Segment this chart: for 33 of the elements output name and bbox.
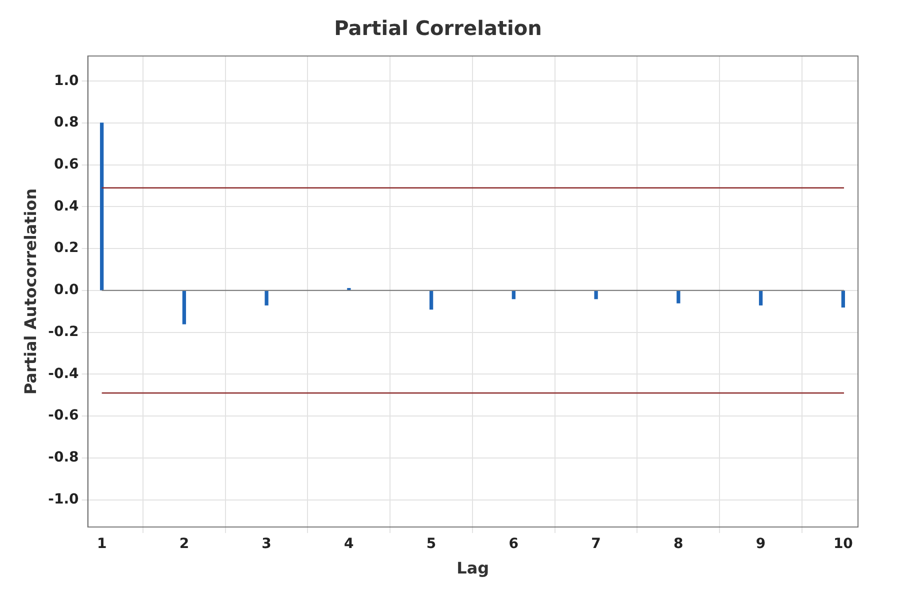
- bar: [512, 290, 516, 300]
- y-tick-label: 0.4: [54, 198, 80, 214]
- x-tick-label: 4: [344, 536, 354, 552]
- x-tick-label: 9: [756, 536, 766, 552]
- bar: [594, 290, 598, 300]
- x-tick-label: 1: [96, 536, 107, 552]
- y-axis-title: Partial Autocorrelation: [20, 188, 40, 395]
- bar: [182, 290, 186, 324]
- y-tick-label: -0.2: [48, 324, 79, 340]
- y-tick-label: -0.8: [48, 450, 79, 466]
- y-tick-label: 0.0: [54, 282, 80, 298]
- x-tick-label: 3: [262, 536, 272, 552]
- x-tick-label: 2: [179, 536, 190, 552]
- bar: [758, 290, 763, 306]
- x-tick-label: 7: [591, 536, 601, 552]
- y-tick-label: 0.6: [54, 156, 79, 172]
- x-axis-title: Lag: [456, 558, 490, 578]
- x-tick-label: 5: [426, 536, 436, 552]
- bar: [429, 290, 434, 310]
- y-tick-label: 0.8: [54, 114, 79, 131]
- y-tick-label: -0.4: [48, 366, 80, 382]
- bar: [676, 290, 680, 304]
- x-tick-label: 10: [833, 536, 854, 552]
- y-tick-label: -0.6: [48, 408, 79, 424]
- y-tick-label: -1.0: [48, 491, 80, 508]
- bar: [100, 122, 104, 290]
- bar: [841, 290, 846, 308]
- chart-title: Partial Correlation: [334, 16, 542, 40]
- y-tick-label: 1.0: [54, 72, 80, 89]
- x-tick-label: 8: [674, 536, 684, 552]
- y-tick-label: 0.2: [54, 240, 79, 256]
- x-tick-label: 6: [508, 536, 519, 552]
- bar: [264, 290, 268, 306]
